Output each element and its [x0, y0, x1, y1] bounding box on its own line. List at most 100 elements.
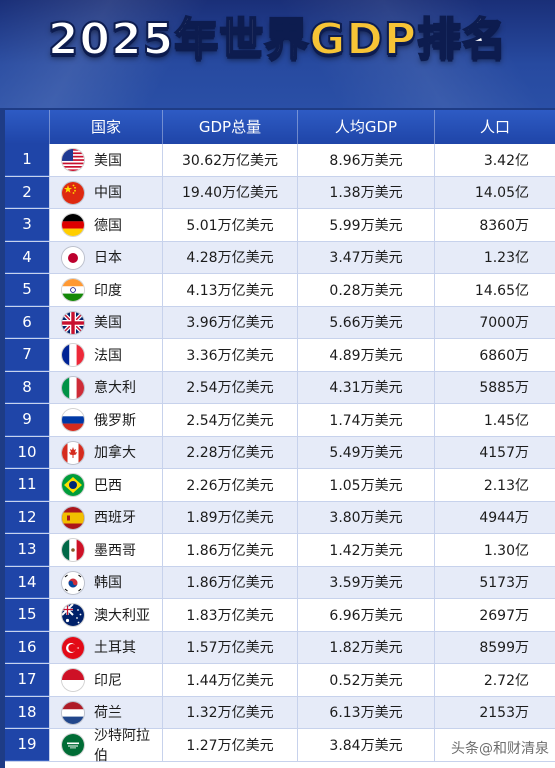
gdp-per-capita-cell: 8.96万美元	[297, 144, 434, 176]
table-row: 17 印尼 1.44万亿美元 0.52万美元 2.72亿	[5, 664, 555, 697]
canada-flag-icon	[62, 441, 84, 464]
country-cell: 澳大利亚	[49, 599, 162, 631]
gdp-per-capita-cell: 1.38万美元	[297, 176, 434, 208]
rank-cell: 1	[5, 144, 49, 176]
population-cell: 2153万	[434, 696, 555, 728]
gdp-per-capita-cell: 3.47万美元	[297, 241, 434, 273]
table-row: 6 美国 3.96万亿美元 5.66万美元 7000万	[5, 306, 555, 339]
rank-cell: 5	[5, 274, 49, 306]
population-cell: 4157万	[434, 436, 555, 468]
population-cell: 5173万	[434, 566, 555, 598]
header-country: 国家	[49, 110, 162, 144]
saudi-arabia-flag-icon	[62, 734, 84, 756]
population-cell: 2.72亿	[434, 664, 555, 696]
table-header: 国家 GDP总量 人均GDP 人口	[5, 110, 555, 145]
usa-flag-icon	[62, 149, 84, 171]
rank-cell: 18	[5, 696, 49, 728]
gdp-total-cell: 1.44万亿美元	[162, 664, 297, 696]
korea-flag-icon	[62, 571, 84, 594]
header-population: 人口	[434, 110, 555, 144]
gdp-per-capita-cell: 6.13万美元	[297, 696, 434, 728]
gdp-total-cell: 1.27万亿美元	[162, 729, 297, 761]
china-flag-icon	[62, 181, 84, 204]
rank-cell: 4	[5, 241, 49, 273]
population-cell: 5885万	[434, 371, 555, 403]
gdp-total-cell: 2.54万亿美元	[162, 371, 297, 403]
russia-flag-icon	[62, 409, 84, 431]
table-row: 10 加拿大 2.28万亿美元 5.49万美元 4157万	[5, 436, 555, 469]
gdp-total-cell: 4.13万亿美元	[162, 274, 297, 306]
title-part-1: 2025年世界	[47, 13, 310, 66]
france-flag-icon	[62, 344, 84, 366]
australia-flag-icon	[62, 604, 84, 626]
country-cell: 荷兰	[49, 696, 162, 728]
table-row: 2 中国 19.40万亿美元 1.38万美元 14.05亿	[5, 176, 555, 209]
table-row: 7 法国 3.36万亿美元 4.89万美元 6860万	[5, 339, 555, 372]
gdp-per-capita-cell: 6.96万美元	[297, 599, 434, 631]
gdp-per-capita-cell: 3.84万美元	[297, 729, 434, 761]
country-cell: 加拿大	[49, 436, 162, 468]
gdp-total-cell: 2.54万亿美元	[162, 404, 297, 436]
netherlands-flag-icon	[62, 701, 84, 724]
table-row: 12 西班牙 1.89万亿美元 3.80万美元 4944万	[5, 501, 555, 534]
rank-cell: 8	[5, 371, 49, 403]
population-cell: 4944万	[434, 501, 555, 533]
population-cell: 8360万	[434, 209, 555, 241]
germany-flag-icon	[62, 214, 84, 236]
india-flag-icon	[62, 279, 84, 301]
gdp-per-capita-cell: 1.82万美元	[297, 631, 434, 663]
gdp-total-cell: 30.62万亿美元	[162, 144, 297, 176]
rank-cell: 6	[5, 306, 49, 338]
country-cell: 韩国	[49, 566, 162, 598]
population-cell	[434, 729, 555, 761]
country-cell: 印尼	[49, 664, 162, 696]
population-cell: 14.65亿	[434, 274, 555, 306]
population-cell: 1.23亿	[434, 241, 555, 273]
table-row: 4 日本 4.28万亿美元 3.47万美元 1.23亿	[5, 241, 555, 274]
gdp-total-cell: 1.89万亿美元	[162, 501, 297, 533]
gdp-total-cell: 1.83万亿美元	[162, 599, 297, 631]
gdp-total-cell: 3.36万亿美元	[162, 339, 297, 371]
title-part-3: 排名	[416, 13, 508, 66]
country-cell: 美国	[49, 144, 162, 176]
gdp-per-capita-cell: 1.42万美元	[297, 534, 434, 566]
gdp-total-cell: 1.57万亿美元	[162, 631, 297, 663]
table-row: 13 墨西哥 1.86万亿美元 1.42万美元 1.30亿	[5, 534, 555, 567]
rank-cell: 14	[5, 566, 49, 598]
gdp-total-cell: 1.86万亿美元	[162, 534, 297, 566]
population-cell: 3.42亿	[434, 144, 555, 176]
rank-cell: 11	[5, 469, 49, 501]
gdp-total-cell: 19.40万亿美元	[162, 176, 297, 208]
table-row: 14 韩国 1.86万亿美元 3.59万美元 5173万	[5, 566, 555, 599]
rank-cell: 13	[5, 534, 49, 566]
country-cell: 沙特阿拉伯	[49, 728, 162, 764]
table-row: 1 美国 30.62万亿美元 8.96万美元 3.42亿	[5, 144, 555, 177]
country-cell: 中国	[49, 176, 162, 208]
gdp-total-cell: 1.32万亿美元	[162, 696, 297, 728]
rank-cell: 12	[5, 501, 49, 533]
gdp-per-capita-cell: 1.05万美元	[297, 469, 434, 501]
gdp-total-cell: 5.01万亿美元	[162, 209, 297, 241]
rank-cell: 9	[5, 404, 49, 436]
table-row: 8 意大利 2.54万亿美元 4.31万美元 5885万	[5, 371, 555, 404]
population-cell: 6860万	[434, 339, 555, 371]
country-cell: 土耳其	[49, 631, 162, 663]
gdp-per-capita-cell: 0.52万美元	[297, 664, 434, 696]
brazil-flag-icon	[62, 474, 84, 496]
gdp-per-capita-cell: 5.49万美元	[297, 436, 434, 468]
table-row: 9 俄罗斯 2.54万亿美元 1.74万美元 1.45亿	[5, 404, 555, 437]
gdp-per-capita-cell: 3.80万美元	[297, 501, 434, 533]
rank-cell: 19	[5, 729, 49, 761]
table-row: 16 土耳其 1.57万亿美元 1.82万美元 8599万	[5, 631, 555, 664]
rank-cell: 16	[5, 631, 49, 663]
watermark: 头条@和财清泉	[451, 741, 549, 757]
italy-flag-icon	[62, 376, 84, 399]
table-row: 5 印度 4.13万亿美元 0.28万美元 14.65亿	[5, 274, 555, 307]
country-cell: 德国	[49, 209, 162, 241]
rank-cell: 15	[5, 599, 49, 631]
population-cell: 2.13亿	[434, 469, 555, 501]
rank-cell: 10	[5, 436, 49, 468]
country-cell: 俄罗斯	[49, 404, 162, 436]
population-cell: 1.30亿	[434, 534, 555, 566]
gdp-ranking-table: 国家 GDP总量 人均GDP 人口 1 美国 30.62万亿美元 8.96万美元 3.4…	[5, 110, 555, 768]
